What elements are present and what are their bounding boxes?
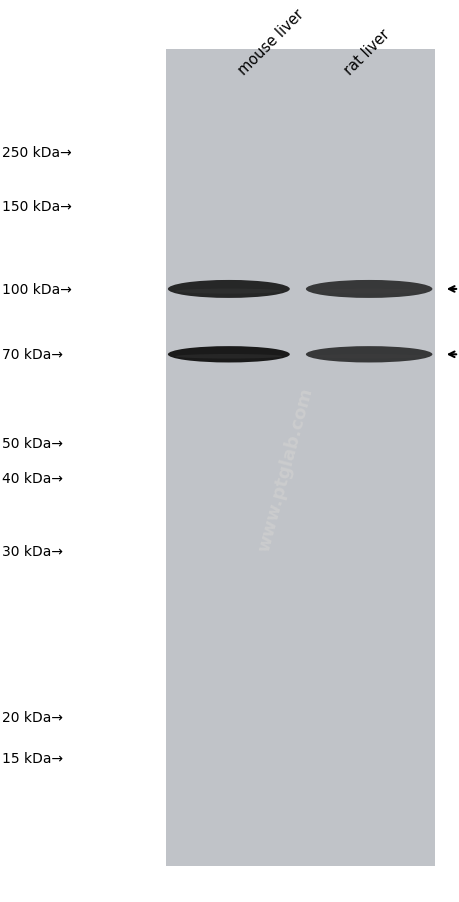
Text: mouse liver: mouse liver: [235, 7, 306, 78]
Text: 50 kDa→: 50 kDa→: [2, 436, 63, 450]
Text: 40 kDa→: 40 kDa→: [2, 471, 63, 485]
Ellipse shape: [168, 281, 289, 299]
Text: 20 kDa→: 20 kDa→: [2, 711, 63, 724]
Text: 150 kDa→: 150 kDa→: [2, 199, 72, 214]
Ellipse shape: [305, 281, 431, 299]
Ellipse shape: [313, 354, 424, 359]
Ellipse shape: [305, 346, 431, 364]
Text: 100 kDa→: 100 kDa→: [2, 282, 72, 297]
Text: www.ptglab.com: www.ptglab.com: [254, 385, 315, 553]
Ellipse shape: [168, 346, 289, 364]
Ellipse shape: [175, 354, 282, 359]
Text: 250 kDa→: 250 kDa→: [2, 145, 72, 160]
Text: 15 kDa→: 15 kDa→: [2, 751, 63, 765]
Bar: [165, 50, 434, 866]
Ellipse shape: [313, 290, 424, 294]
Text: 30 kDa→: 30 kDa→: [2, 545, 63, 558]
Ellipse shape: [175, 290, 282, 294]
Text: rat liver: rat liver: [341, 27, 392, 78]
Text: 70 kDa→: 70 kDa→: [2, 348, 63, 362]
